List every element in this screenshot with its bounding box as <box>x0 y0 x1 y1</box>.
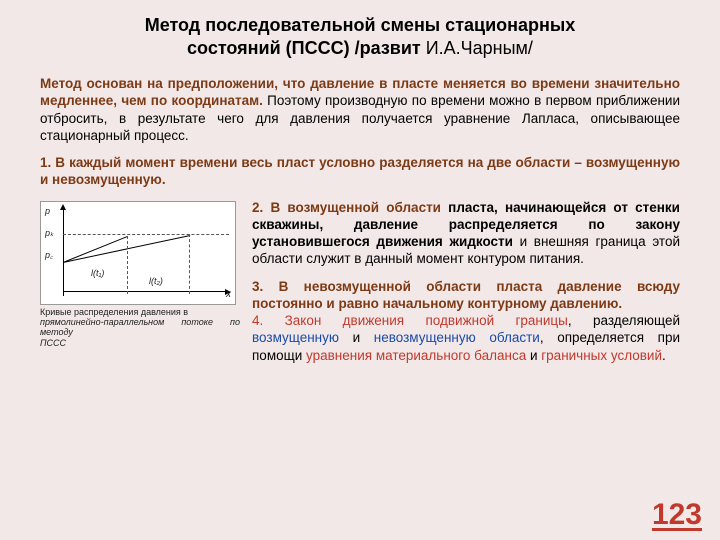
curve-t1 <box>63 235 128 262</box>
figure-caption: Кривые распределения давления в прямолин… <box>40 307 240 348</box>
rule-e: невозмущенную области <box>374 330 540 345</box>
p3-b1: В невозмущенной области пласта давление … <box>252 279 680 311</box>
title-author: И.А.Чарным/ <box>426 38 533 58</box>
pressure-figure: p pₖ p꜀ l(t₁) l(t₂) x <box>40 201 236 305</box>
title-line2-bold: состояний (ПССС) /развит <box>187 38 426 58</box>
caption-c: ПССС <box>40 338 66 348</box>
label-lt1: l(t₁) <box>91 268 104 280</box>
p3-lead: 3. <box>252 279 279 294</box>
slide-body: Метод основан на предположении, что давл… <box>40 75 680 364</box>
point-1: 1. В каждый момент времени весь пласт ус… <box>40 154 680 189</box>
page-number: 123 <box>652 498 702 532</box>
x-axis <box>63 291 229 292</box>
y-axis-arrow <box>60 204 66 210</box>
title-line1: Метод последовательной смены стационарны… <box>145 15 576 35</box>
label-lt2: l(t₂) <box>149 276 163 288</box>
axis-label-pc: p꜀ <box>45 250 53 262</box>
rule-h: и <box>526 348 541 363</box>
rule-a: 4. Закон движения подвижной границы <box>252 313 568 328</box>
rule-c: возмущенную <box>252 330 339 345</box>
axis-label-p: p <box>45 206 50 218</box>
drop-t1 <box>127 236 128 294</box>
rule-d: и <box>339 330 374 345</box>
slide-title: Метод последовательной смены стационарны… <box>40 14 680 59</box>
axis-label-pk: pₖ <box>45 228 54 240</box>
slide: Метод последовательной смены стационарны… <box>0 0 720 540</box>
figure-block: p pₖ p꜀ l(t₁) l(t₂) x Кривые распределен… <box>40 201 252 348</box>
drop-t2 <box>189 234 190 294</box>
intro-paragraph: Метод основан на предположении, что давл… <box>40 75 680 144</box>
rule-b: , разделяющей <box>568 313 680 328</box>
rule-g: уравнения материального баланса <box>306 348 526 363</box>
caption-a: Кривые распределения давления в <box>40 307 188 317</box>
y-axis <box>63 208 64 296</box>
axis-label-x: x <box>226 289 231 302</box>
rule-j: . <box>662 348 666 363</box>
caption-b: прямолинейно-параллельном потоке по мето… <box>40 317 240 337</box>
pk-level-line <box>63 234 229 235</box>
rule-i: граничных условий <box>541 348 662 363</box>
p2-lead: 2. В возмущенной области <box>252 200 441 215</box>
